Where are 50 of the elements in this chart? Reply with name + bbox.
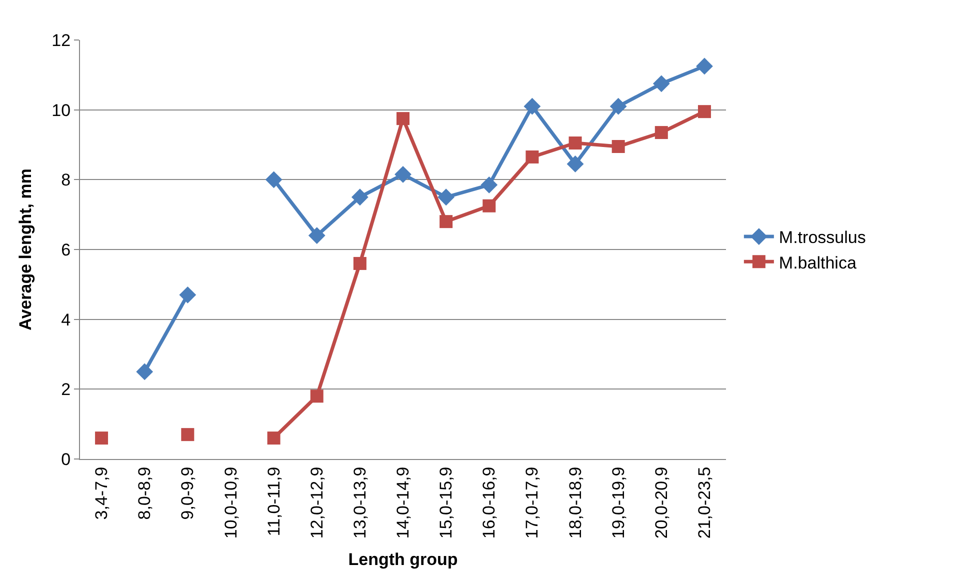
point (310, 390, 324, 403)
x-tick-label: 19,0-19,9 (608, 466, 628, 539)
y-tick-label: 4 (61, 310, 71, 330)
x-tick-label: 11,0-11,9 (264, 466, 284, 536)
point (568, 136, 582, 150)
x-axis-title: Length group (348, 550, 458, 570)
x-tick-label: 15,0-15,9 (436, 466, 456, 539)
point (440, 215, 453, 228)
point (612, 140, 625, 153)
x-tick-label: 21,0-23,5 (694, 466, 714, 539)
point (267, 432, 280, 445)
x-tick-label: 16,0-16,9 (480, 466, 499, 539)
y-tick-label: 10 (52, 100, 71, 120)
point (438, 188, 455, 206)
x-tick-label: 10,0-10,9 (221, 466, 240, 539)
point (698, 105, 711, 118)
point (526, 150, 539, 164)
x-tick-label: 12,0-12,9 (307, 466, 326, 539)
x-tick-label: 13,0-13,9 (350, 466, 370, 539)
x-tick-label: 8,0-8,9 (135, 466, 154, 520)
y-axis-title: Average lenght, mm (16, 168, 36, 330)
x-tick-label: 18,0-18,9 (566, 466, 585, 539)
legend-label: M.trossulus (778, 228, 866, 248)
x-tick-label: 14,0-14,9 (394, 466, 413, 539)
legend-label: M.balthica (778, 253, 857, 272)
point (654, 126, 668, 140)
point (396, 112, 410, 126)
x-tick-label: 17,0-17,9 (522, 466, 542, 539)
x-tick-label: 3,4-7,9 (92, 466, 112, 520)
y-tick-label: 0 (61, 450, 71, 469)
y-tick-label: 12 (52, 30, 71, 50)
point (181, 428, 194, 442)
y-tick-label: 2 (61, 380, 71, 400)
y-tick-label: 8 (61, 170, 71, 190)
x-tick-label: 9,0-9,9 (178, 466, 198, 520)
point (308, 227, 326, 244)
point (652, 75, 670, 92)
point (394, 166, 412, 183)
point (95, 432, 108, 445)
point (482, 199, 496, 212)
point (353, 256, 366, 270)
point (696, 58, 713, 75)
point (265, 171, 282, 188)
point (566, 156, 584, 172)
point (480, 176, 498, 194)
point (524, 98, 541, 115)
x-tick-label: 20,0-20,9 (652, 466, 671, 539)
point (610, 98, 627, 115)
point (351, 188, 368, 206)
y-tick-label: 6 (61, 240, 71, 260)
